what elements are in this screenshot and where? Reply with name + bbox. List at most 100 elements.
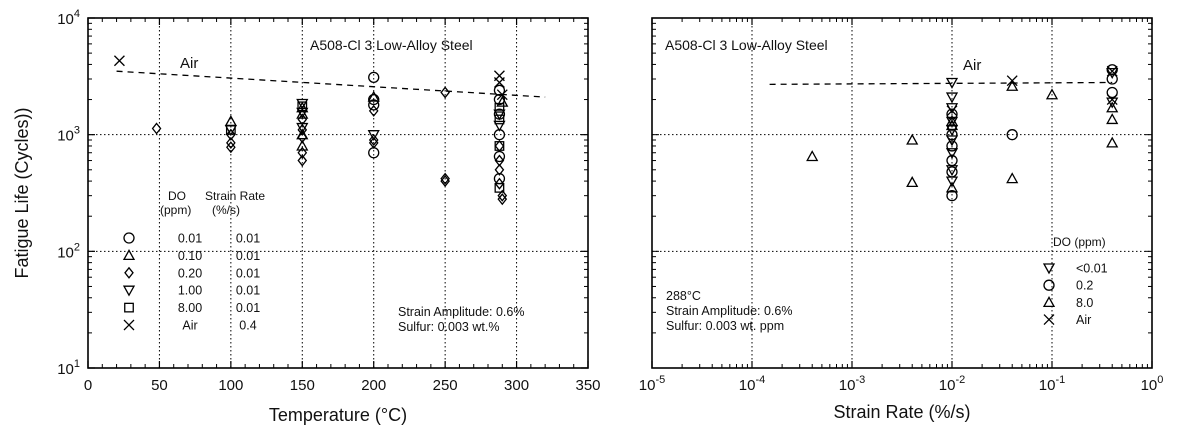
data-point-triangle-down [296,122,309,134]
data-point-triangle-up [1006,79,1019,91]
data-point-triangle-down [945,135,959,147]
data-point-diamond [297,146,308,159]
legend-marker-square [124,302,134,313]
grid [652,18,1152,368]
x-tick-label: 100 [1141,374,1164,394]
legend: DO (ppm) <0.01 0.2 8.0 Air [1042,235,1108,327]
data-point-circle [1006,129,1018,141]
y-tick-label: 104 [57,8,80,28]
data-point-triangle-down [367,130,380,142]
legend-marker-diamond [124,266,134,279]
legend-do-value: 1.00 [178,284,202,298]
data-point-cross [946,105,958,117]
data-point-triangle-up [224,115,237,127]
legend-rate-value: 0.4 [239,319,256,333]
sulfur-note: Sulfur: 0.003 wt. ppm [666,319,784,333]
legend-header-do: DO [168,189,186,203]
data-point-cross [1106,65,1118,77]
data-point-cross [496,89,508,101]
data-point-triangle-down [296,107,309,119]
data-point-diamond [151,122,162,135]
data-point-triangle-up [1045,88,1059,100]
data-point-triangle-up [806,150,819,162]
x-tick-label: 350 [575,377,600,394]
y-tick-label: 101 [57,358,80,378]
data-point-circle [1106,86,1118,99]
temperature-note: 288°C [666,289,701,303]
x-axis-title: Strain Rate (%/s) [833,402,970,422]
data-point-triangle-up [1106,101,1119,113]
data-point-square [494,182,505,193]
data-point-square [494,102,505,113]
x-tick-label: 100 [218,377,243,394]
data-point-circle [946,154,958,167]
legend-marker-circle [1043,279,1055,291]
legend-marker-triangle-down [1042,263,1056,275]
data-point-triangle-up [496,95,509,107]
data-point-cross [1006,75,1018,87]
data-point-triangle-down [296,98,309,110]
data-point-circle [946,166,958,178]
data-point-circle [368,99,380,111]
x-tick-label: 50 [151,377,168,394]
data-point-circle [1106,73,1118,85]
legend-do-value: 0.01 [178,232,202,246]
x-tick-label: 10-4 [739,374,765,394]
legend-marker-circle [123,232,135,244]
data-point-diamond [226,136,236,149]
legend-rate-value: 0.01 [236,284,260,298]
x-axis-ticks: 0 50 100 150 200 250 300 350 [84,18,601,394]
x-tick-label: 200 [361,377,386,394]
air-trend-line [769,81,1113,85]
air-trend-line [116,70,546,98]
data-point-circle [368,147,380,159]
data-point-circle [946,140,958,152]
data-point-circle [368,93,380,106]
strain-rate-chart: 10-5 10-4 10-3 10-2 10-1 100 Strain Rate (%/s… [639,17,1164,422]
x-tick-label: 10-2 [939,374,965,394]
data-point-triangle-up [945,181,959,193]
data-point-diamond [297,154,308,167]
data-point-diamond [297,131,308,144]
data-point-diamond [440,175,450,188]
plot-frame [87,17,589,369]
plot-frame [651,17,1153,369]
data-point-triangle-up [1006,172,1019,184]
strain-amplitude-note: Strain Amplitude: 0.6% [666,304,792,318]
data-point-triangle-up [296,139,309,151]
data-point-diamond [226,141,236,154]
legend-label: <0.01 [1076,262,1108,276]
legend-title: DO (ppm) [1053,235,1106,249]
x-tick-label: 10-3 [839,374,865,394]
legend-label: 0.2 [1076,279,1093,293]
data-points [806,64,1119,202]
air-label: Air [963,57,981,74]
data-point-circle [368,71,380,83]
x-tick-label: 0 [84,377,92,394]
data-point-triangle-down [945,92,959,104]
chart-title: A508-Cl 3 Low-Alloy Steel [665,37,828,53]
legend-marker-triangle-up [122,249,136,261]
legend-rate-value: 0.01 [236,301,260,315]
air-label: Air [180,55,198,72]
data-point-triangle-up [1106,113,1119,125]
data-point-diamond [226,128,236,141]
legend-do-value: 0.10 [178,249,202,263]
y-tick-label: 103 [57,125,80,145]
data-point-diamond [497,189,508,202]
data-point-diamond [368,104,379,117]
sulfur-note: Sulfur: 0.003 wt.% [398,320,499,334]
y-axis-title: Fatigue Life (Cycles)) [12,107,32,278]
data-point-cross [493,77,505,88]
data-point-triangle-up [906,176,919,188]
legend-header-rate: Strain Rate [205,189,265,203]
y-tick-label: 102 [57,241,80,261]
data-point-diamond [497,193,508,206]
legend-label: Air [1076,313,1091,327]
x-tick-label: 250 [433,377,458,394]
data-point-triangle-down [945,77,959,89]
legend-label: 8.0 [1076,296,1093,310]
legend-header-rate-unit: (%/s) [212,203,240,217]
